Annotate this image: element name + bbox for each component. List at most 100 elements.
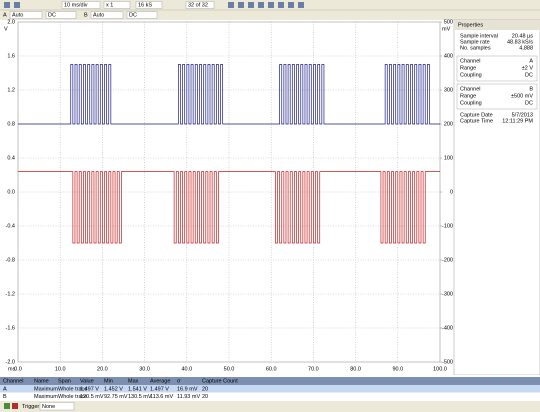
y2-tick-label: 0 bbox=[450, 189, 453, 195]
column-header: Channel bbox=[3, 378, 24, 384]
y2-tick-label: -400 bbox=[442, 325, 453, 331]
properties-list: Sample interval 20.48 µs Sample rate 48.83 … bbox=[460, 33, 533, 124]
zoom: x 1 bbox=[106, 2, 113, 8]
channel-a-name: A bbox=[3, 12, 7, 18]
measurements-header bbox=[0, 377, 540, 385]
icon[interactable] bbox=[248, 2, 254, 8]
channel-b-coupling[interactable] bbox=[126, 11, 158, 19]
x-tick-label: 80.0 bbox=[350, 366, 361, 372]
channel-b-range[interactable] bbox=[90, 11, 124, 19]
properties-header bbox=[454, 20, 540, 30]
property-value: ±500 mV bbox=[511, 93, 533, 99]
property-name: Coupling bbox=[460, 72, 482, 78]
cell: 1.497 V bbox=[150, 386, 169, 392]
y-tick-label: 2.0 bbox=[7, 19, 15, 25]
y-tick-label: -0.4 bbox=[6, 223, 15, 229]
property-name: Capture Time bbox=[460, 118, 493, 124]
x-tick-label: 60.0 bbox=[266, 366, 277, 372]
property-value: 12:11:29 PM bbox=[502, 118, 533, 124]
channel-a-range[interactable] bbox=[9, 11, 43, 19]
cell: Maximum bbox=[34, 394, 58, 400]
column-header: Value bbox=[80, 378, 94, 384]
timebase-select[interactable] bbox=[61, 1, 101, 9]
property-value: DC bbox=[525, 72, 533, 78]
property-name: Channel bbox=[460, 58, 481, 64]
zoom-select[interactable] bbox=[103, 1, 131, 9]
y2-tick-label: -500 bbox=[442, 359, 453, 365]
icon[interactable] bbox=[288, 2, 294, 8]
x-tick-label: 20.0 bbox=[97, 366, 108, 372]
cell: A bbox=[3, 386, 7, 392]
icon[interactable] bbox=[228, 2, 234, 8]
column-header: Min bbox=[104, 378, 113, 384]
y-tick-label: -1.2 bbox=[6, 291, 15, 297]
column-header: Name bbox=[34, 378, 49, 384]
x-unit: ms bbox=[8, 366, 16, 372]
channel-a-coupling[interactable] bbox=[45, 11, 77, 19]
channel-b-range-text: Auto bbox=[93, 12, 104, 18]
cell: Whole trace bbox=[58, 394, 87, 400]
icon[interactable] bbox=[238, 2, 244, 8]
property-value: B bbox=[529, 86, 533, 92]
samples: 16 kS bbox=[138, 2, 152, 8]
cell: 11.93 mV bbox=[177, 394, 200, 400]
y2-tick-label: 500 bbox=[444, 19, 453, 25]
x-tick-label: 10.0 bbox=[55, 366, 66, 372]
trigger-mode-text: None bbox=[42, 404, 55, 410]
trace bbox=[18, 64, 440, 125]
properties-title: Properties bbox=[458, 22, 483, 28]
scope-view bbox=[0, 20, 454, 375]
y-tick-label: -1.6 bbox=[6, 325, 15, 331]
trigger-mode[interactable] bbox=[39, 402, 75, 411]
cell: 16.9 mV bbox=[177, 386, 198, 392]
y2-tick-label: 300 bbox=[444, 87, 453, 93]
channel-b-name: B bbox=[84, 12, 88, 18]
column-header: σ bbox=[177, 378, 181, 384]
selected-row[interactable] bbox=[0, 385, 540, 393]
icon[interactable] bbox=[278, 2, 284, 8]
cell: 92.75 mV bbox=[104, 394, 128, 400]
icon[interactable] bbox=[14, 2, 20, 8]
x-tick-label: 0.0 bbox=[14, 366, 22, 372]
channel-a-coupling-text: DC bbox=[48, 12, 56, 18]
x-tick-label: 40.0 bbox=[181, 366, 192, 372]
column-header: Capture Count bbox=[202, 378, 238, 384]
samples-select[interactable] bbox=[135, 1, 163, 9]
property-name: No. samples bbox=[460, 45, 491, 51]
y-tick-label: 1.2 bbox=[7, 87, 15, 93]
cell: Maximum bbox=[34, 386, 58, 392]
y2-tick-label: 400 bbox=[444, 53, 453, 59]
icon[interactable] bbox=[4, 2, 10, 8]
y-unit: V bbox=[4, 26, 8, 32]
buffer-box[interactable] bbox=[185, 1, 215, 9]
trace bbox=[18, 171, 440, 244]
x-tick-label: 30.0 bbox=[139, 366, 150, 372]
column-header: Average bbox=[150, 378, 170, 384]
icon[interactable] bbox=[258, 2, 264, 8]
stop-button[interactable] bbox=[12, 403, 18, 409]
property-value: 20.48 µs bbox=[512, 33, 533, 39]
column-header: Max bbox=[128, 378, 139, 384]
channel-a-range-text: Auto bbox=[12, 12, 23, 18]
property-value: ±2 V bbox=[522, 65, 534, 71]
y-tick-label: 1.6 bbox=[7, 53, 15, 59]
cell: B bbox=[3, 394, 7, 400]
channel-b-coupling-text: DC bbox=[129, 12, 137, 18]
icon[interactable] bbox=[298, 2, 304, 8]
property-value: 4,888 bbox=[519, 45, 533, 51]
column-header: Span bbox=[58, 378, 71, 384]
channel-box bbox=[456, 55, 538, 82]
icon[interactable] bbox=[268, 2, 274, 8]
cell: 120.5 mV bbox=[80, 394, 104, 400]
y-tick-label: 0.0 bbox=[7, 189, 15, 195]
status-bar bbox=[0, 401, 540, 412]
x-tick-label: 70.0 bbox=[308, 366, 319, 372]
property-name: Capture Date bbox=[460, 112, 493, 118]
properties-panel bbox=[453, 19, 540, 376]
y2-tick-label: -100 bbox=[442, 223, 453, 229]
trigger-label: Trigger bbox=[22, 404, 39, 410]
y2-tick-label: -200 bbox=[442, 257, 453, 263]
cell: 113.6 mV bbox=[150, 394, 173, 400]
run-button[interactable] bbox=[4, 403, 10, 409]
